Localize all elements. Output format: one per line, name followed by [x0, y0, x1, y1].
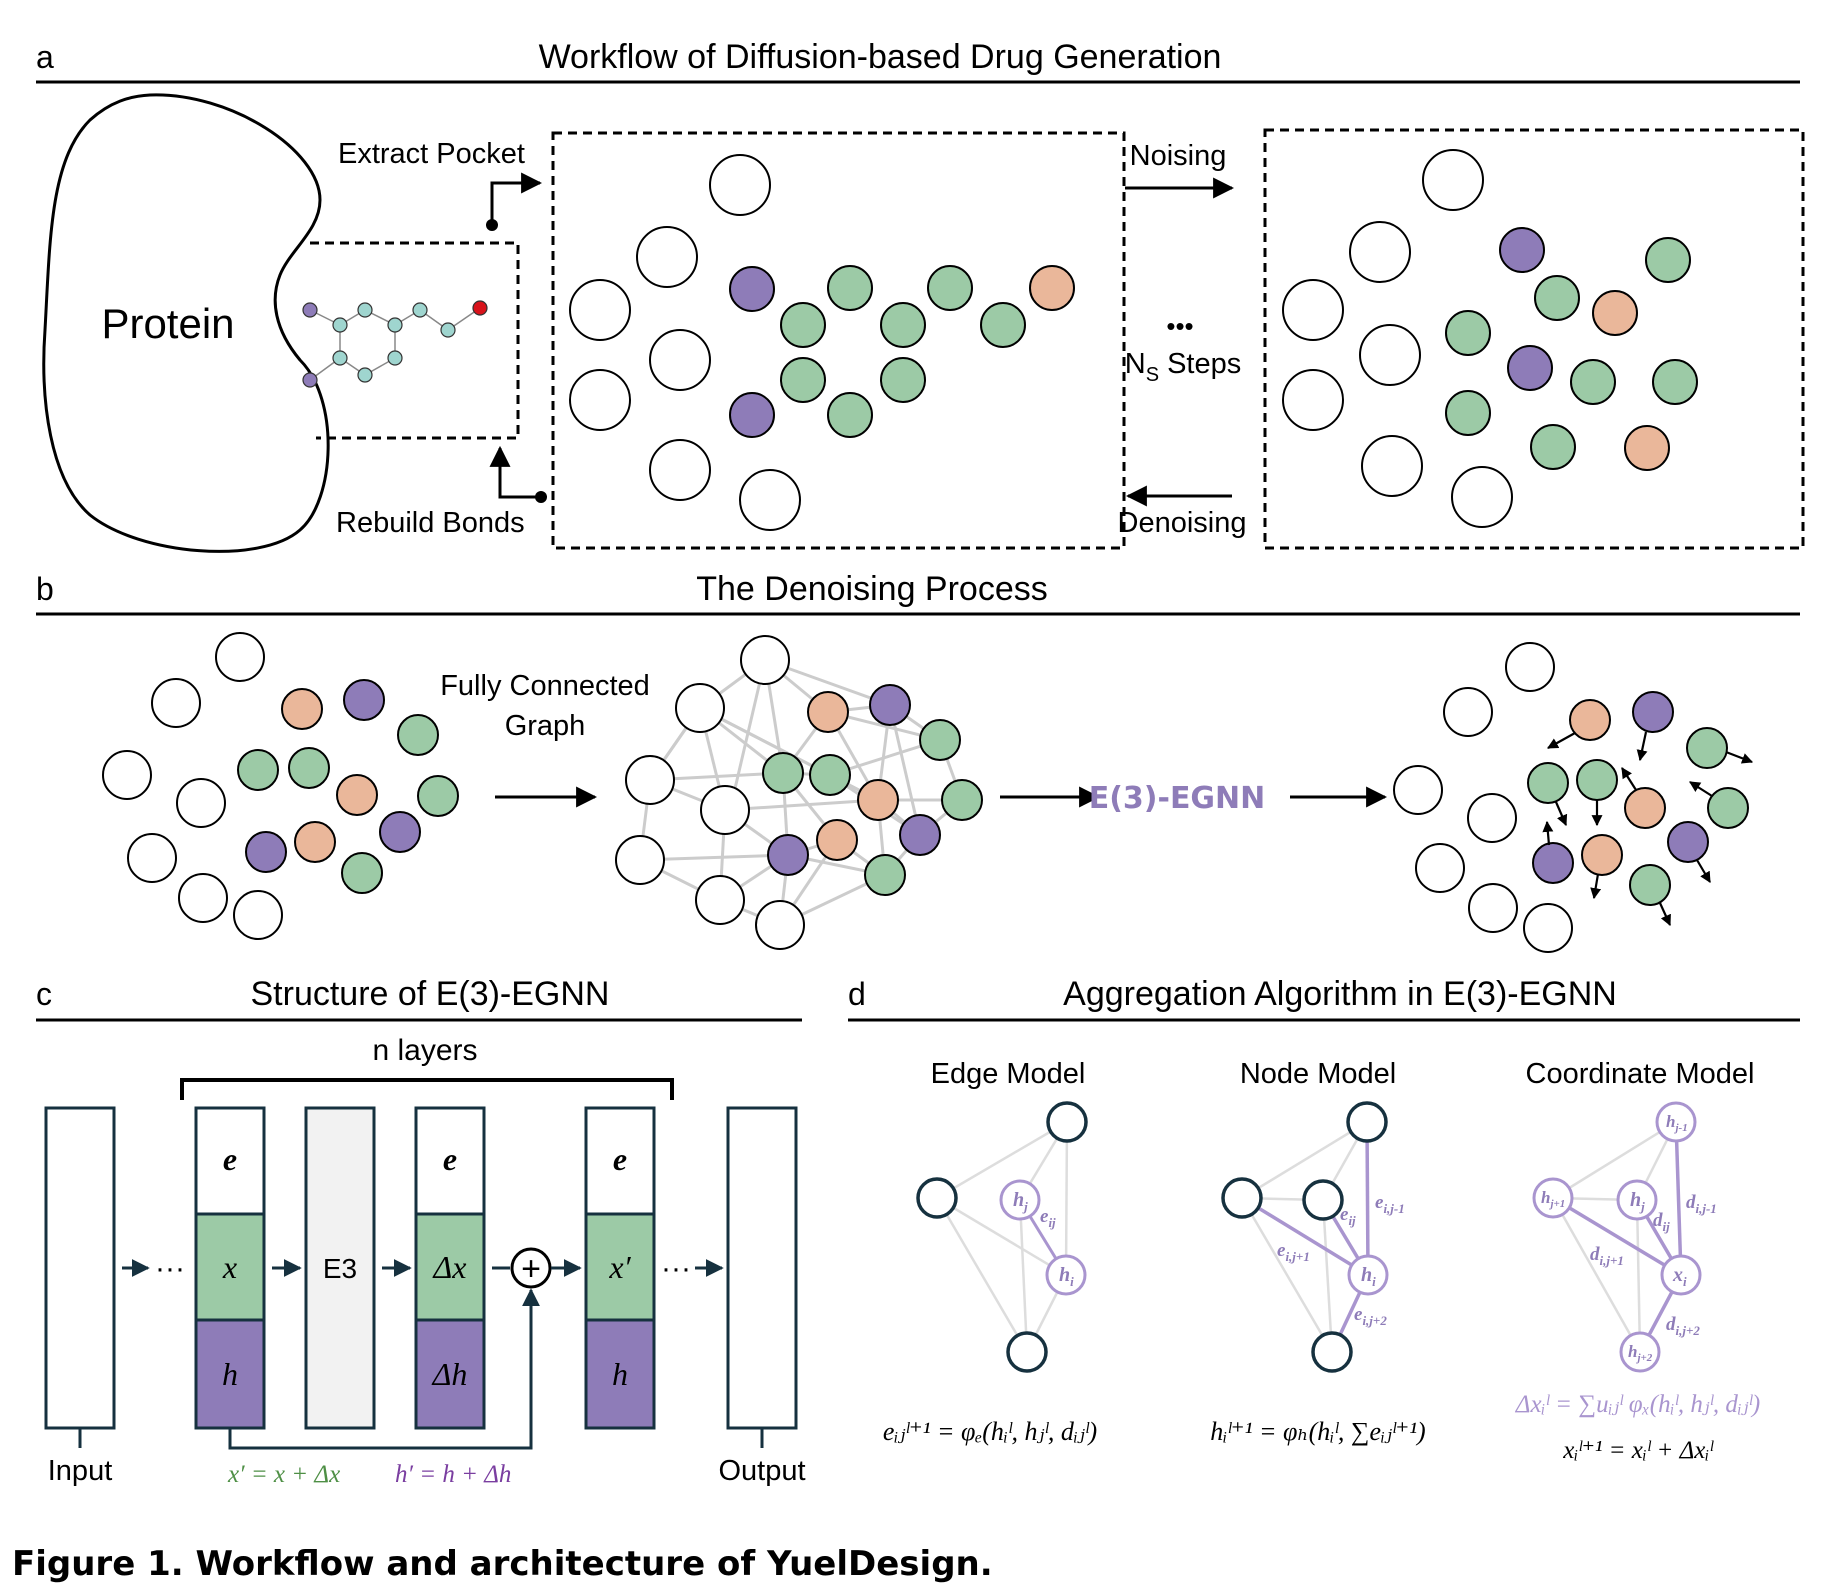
panel-d-title: Aggregation Algorithm in E(3)-EGNN	[1063, 975, 1617, 1013]
noised-atoms	[1282, 149, 1698, 528]
layer-input-block	[194, 1106, 266, 1430]
input-label: Input	[48, 1455, 113, 1487]
coord-hjp2: hj+2	[1628, 1342, 1653, 1364]
fully-connected-label-2: Graph	[505, 710, 586, 742]
delta-e: e	[443, 1141, 457, 1177]
edge-model-title: Edge Model	[931, 1058, 1086, 1090]
panel-a: a Workflow of Diffusion-based Drug Gener…	[36, 38, 1805, 553]
layer-output-block	[584, 1106, 656, 1430]
panel-b-letter: b	[36, 571, 54, 607]
coord-model-nodes	[1532, 1101, 1702, 1373]
steps-dots: •••	[1166, 311, 1193, 341]
noised-box	[1263, 128, 1805, 550]
node-model-title: Node Model	[1240, 1058, 1396, 1090]
figure-caption: Figure 1. Workflow and architecture of Y…	[12, 1544, 993, 1584]
plus-circle	[510, 1247, 552, 1289]
plus-symbol: +	[521, 1250, 541, 1288]
panel-c: c Structure of E(3)-EGNN n layers Input …	[36, 975, 806, 1488]
panel-c-letter: c	[36, 976, 52, 1012]
molecule-atoms	[569, 154, 1075, 531]
node-equation: hᵢˡ⁺¹ = φₕ(hᵢˡ, ∑eᵢⱼˡ⁺¹)	[1210, 1417, 1425, 1446]
steps-sub: S	[1146, 364, 1159, 386]
output-label: Output	[718, 1455, 805, 1487]
formula-x: x′ = x + Δx	[227, 1461, 340, 1488]
coord-equation-1: Δxᵢˡ = ∑uᵢⱼˡ φₓ(hᵢˡ, hⱼˡ, dᵢⱼˡ)	[1515, 1391, 1760, 1418]
rebuild-arrow	[489, 445, 541, 499]
layer-input-h: h	[222, 1356, 238, 1392]
updated-atoms	[1393, 642, 1749, 953]
steps-tail: Steps	[1159, 348, 1241, 380]
extract-pocket-label: Extract Pocket	[338, 138, 525, 170]
layer-output-x: x′	[608, 1249, 631, 1285]
panel-d: d Aggregation Algorithm in E(3)-EGNN Edg…	[848, 975, 1800, 1464]
protein-shape	[42, 93, 330, 553]
rebuild-bonds-label: Rebuild Bonds	[336, 507, 525, 539]
noising-label: Noising	[1130, 140, 1227, 172]
denoising-label: Denoising	[1118, 507, 1247, 539]
coord-dij: dij	[1653, 1210, 1670, 1234]
coord-hjm1: hj-1	[1666, 1112, 1688, 1134]
molecule-box	[551, 131, 1126, 550]
node-model-active-edges	[1241, 1121, 1370, 1353]
panel-b-title: The Denoising Process	[696, 570, 1048, 608]
coord-model-active-edges	[1552, 1121, 1683, 1353]
pocket-box	[310, 241, 520, 440]
formula-h: h′ = h + Δh	[395, 1461, 511, 1488]
coord-xi: xi	[1672, 1264, 1687, 1289]
steps-main: N	[1125, 348, 1146, 380]
residual-connection	[228, 1288, 540, 1450]
right-dots: ···	[661, 1252, 691, 1285]
edge-eij: eij	[1040, 1206, 1056, 1230]
extract-arrow	[490, 172, 543, 225]
node-eij: eij	[1340, 1204, 1356, 1228]
panel-a-title: Workflow of Diffusion-based Drug Generat…	[539, 38, 1222, 76]
panel-a-letter: a	[36, 39, 54, 75]
input-block	[44, 1106, 116, 1430]
node-hi: hi	[1361, 1264, 1376, 1289]
protein-label: Protein	[101, 300, 234, 347]
coord-di-jp1: di,j+1	[1590, 1244, 1624, 1268]
layer-input-e: e	[223, 1141, 237, 1177]
layers-bracket	[180, 1078, 674, 1100]
steps-label: NS Steps	[1125, 348, 1242, 386]
edge-model-edges	[935, 1120, 1069, 1353]
left-dots: ···	[155, 1252, 185, 1285]
panel-c-title: Structure of E(3)-EGNN	[251, 975, 610, 1013]
coord-hjp1: hj+1	[1541, 1188, 1565, 1210]
edge-hj: hj	[1013, 1189, 1028, 1214]
layer-output-h: h	[612, 1356, 628, 1392]
layer-output-e: e	[613, 1141, 627, 1177]
egnn-label: E(3)-EGNN	[1089, 781, 1266, 816]
e3-block	[304, 1106, 376, 1430]
panel-d-letter: d	[848, 976, 866, 1012]
edge-hi: hi	[1059, 1264, 1074, 1289]
delta-h: Δh	[431, 1356, 468, 1392]
panel-b: b The Denoising Process Fully Connected	[36, 570, 1800, 953]
e3-label: E3	[323, 1253, 357, 1284]
delta-x: Δx	[432, 1249, 467, 1285]
layers-text: n layers	[372, 1034, 477, 1067]
coord-di-j1: di,j-1	[1686, 1192, 1717, 1216]
fully-connected-label-1: Fully Connected	[440, 670, 650, 702]
coord-equation-2: xᵢˡ⁺¹ = xᵢˡ + Δxᵢˡ	[1562, 1437, 1714, 1464]
edge-equation: eᵢⱼˡ⁺¹ = φₑ(hᵢˡ, hⱼˡ, dᵢⱼˡ)	[883, 1417, 1097, 1446]
coord-hj: hj	[1630, 1189, 1645, 1214]
edge-model-nodes	[916, 1101, 1088, 1373]
layers-label: n layers	[372, 1034, 477, 1067]
node-ei-j1: ei,j-1	[1375, 1192, 1405, 1216]
initial-atoms	[102, 632, 459, 940]
node-ei-jp2: ei,j+2	[1354, 1304, 1387, 1328]
delta-block	[414, 1106, 486, 1430]
graph-nodes	[615, 635, 983, 950]
displacement-arrows	[1542, 731, 1754, 927]
output-block	[726, 1106, 798, 1430]
layer-input-x: x	[222, 1249, 237, 1285]
node-model-nodes	[1221, 1101, 1389, 1373]
coord-model-title: Coordinate Model	[1526, 1058, 1755, 1090]
ligand-atoms	[302, 300, 488, 388]
coord-di-jp2: di,j+2	[1666, 1314, 1700, 1338]
node-ei-jp1: ei,j+1	[1277, 1240, 1310, 1264]
